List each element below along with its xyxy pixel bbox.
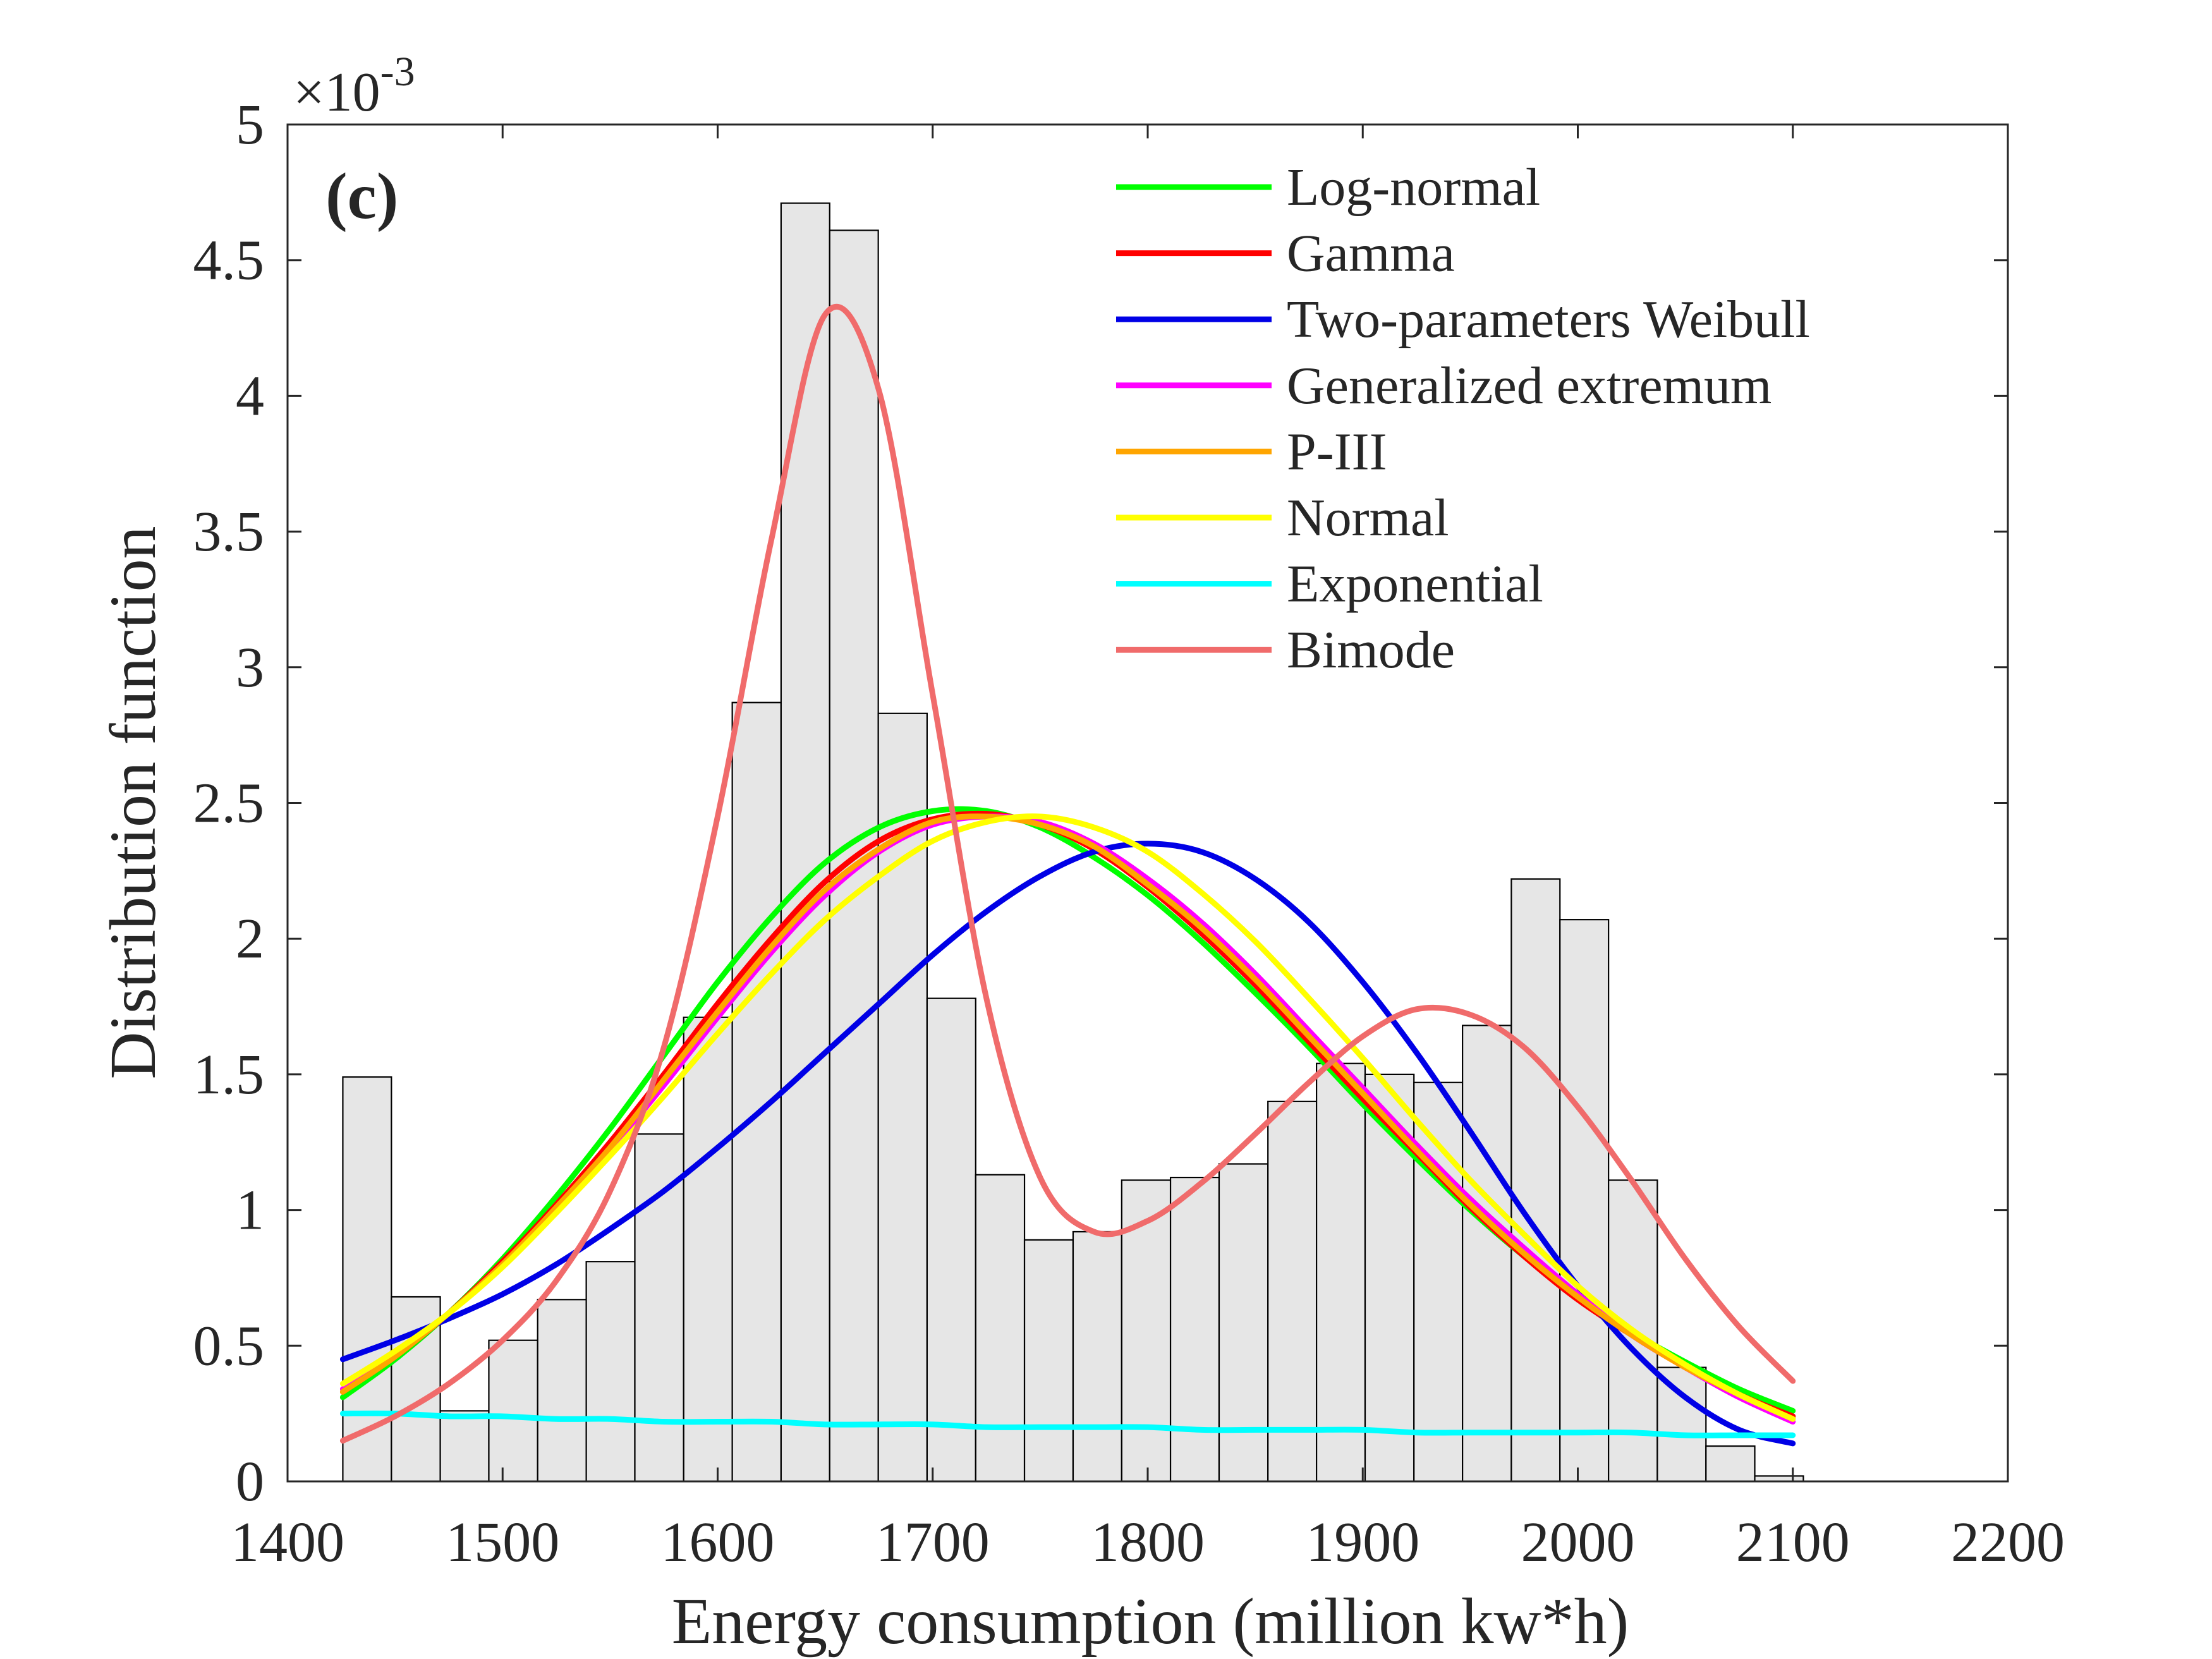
y-tick-label: 2 bbox=[236, 908, 264, 970]
histogram-bar bbox=[780, 202, 830, 1483]
histogram-bar bbox=[926, 997, 976, 1483]
x-tick-label: 1600 bbox=[661, 1511, 775, 1574]
y-multiplier-base: ×10 bbox=[293, 62, 380, 123]
x-tick-label: 1800 bbox=[1091, 1511, 1205, 1574]
x-tick-label: 1900 bbox=[1306, 1511, 1419, 1574]
histogram-bar bbox=[683, 1016, 733, 1483]
histogram-bar bbox=[1559, 919, 1610, 1483]
y-multiplier-exponent: -3 bbox=[380, 49, 415, 95]
histogram-bar bbox=[585, 1261, 636, 1483]
histogram-bar bbox=[1169, 1176, 1220, 1483]
histogram-bar bbox=[1072, 1231, 1122, 1483]
y-tick-label: 4 bbox=[236, 365, 264, 427]
y-tick-label: 1 bbox=[236, 1179, 264, 1242]
panel-label: (c) bbox=[325, 160, 398, 233]
histogram-bar bbox=[731, 702, 782, 1483]
histogram-bar bbox=[537, 1299, 587, 1483]
y-tick-label: 0.5 bbox=[193, 1315, 265, 1377]
histogram-bar bbox=[1023, 1239, 1074, 1483]
histogram-bar bbox=[488, 1339, 538, 1483]
curve bbox=[339, 813, 1796, 1422]
legend-label: Generalized extremum bbox=[1287, 356, 1771, 415]
histogram-bar bbox=[1121, 1179, 1172, 1483]
x-tick-label: 2200 bbox=[1951, 1511, 2065, 1574]
histogram-bar bbox=[1705, 1445, 1756, 1483]
x-tick-label: 1700 bbox=[876, 1511, 990, 1574]
y-tick-label: 5 bbox=[236, 94, 264, 156]
legend-label: Two-parameters Weibull bbox=[1287, 290, 1810, 349]
legend-label: Exponential bbox=[1287, 555, 1543, 614]
x-tick-label: 1400 bbox=[231, 1511, 344, 1574]
legend-label: Bimode bbox=[1287, 621, 1455, 679]
y-tick-label: 3.5 bbox=[193, 501, 265, 563]
y-tick-label: 0 bbox=[236, 1450, 264, 1513]
y-multiplier: ×10-3 bbox=[293, 49, 415, 123]
y-axis-label: Distribution function bbox=[97, 526, 169, 1079]
x-tick-label: 1500 bbox=[446, 1511, 559, 1574]
legend-label: Gamma bbox=[1287, 224, 1455, 283]
legend-label: Log-normal bbox=[1287, 158, 1540, 217]
x-tick-label: 2100 bbox=[1736, 1511, 1850, 1574]
histogram-bar bbox=[1656, 1366, 1707, 1483]
y-tick-label: 1.5 bbox=[193, 1043, 265, 1106]
histogram-bar bbox=[1462, 1024, 1512, 1483]
x-axis-label: Energy consumption (million kw*h) bbox=[672, 1585, 1629, 1658]
legend-label: P-III bbox=[1287, 422, 1387, 481]
histogram-bar bbox=[634, 1133, 684, 1483]
histogram-bar bbox=[975, 1174, 1026, 1483]
curve bbox=[339, 841, 1796, 1447]
curve bbox=[339, 1410, 1796, 1438]
histogram-bar bbox=[1315, 1062, 1366, 1483]
curve bbox=[339, 813, 1796, 1422]
curve bbox=[339, 303, 1796, 1444]
plot-area: 1400 1500 1600 1700 1800 1900 2000 2100 2200 0 0.5… bbox=[193, 94, 2065, 1574]
y-tick-label: 3 bbox=[236, 636, 264, 699]
histogram-bar bbox=[1218, 1163, 1269, 1483]
histogram-bar bbox=[1510, 878, 1561, 1483]
histogram-bar bbox=[1267, 1100, 1318, 1483]
histogram-bar bbox=[439, 1410, 490, 1483]
x-tick-label: 2000 bbox=[1521, 1511, 1635, 1574]
y-tick-label: 4.5 bbox=[193, 229, 265, 292]
y-tick-label: 2.5 bbox=[193, 772, 265, 835]
legend-label: Normal bbox=[1287, 489, 1449, 547]
